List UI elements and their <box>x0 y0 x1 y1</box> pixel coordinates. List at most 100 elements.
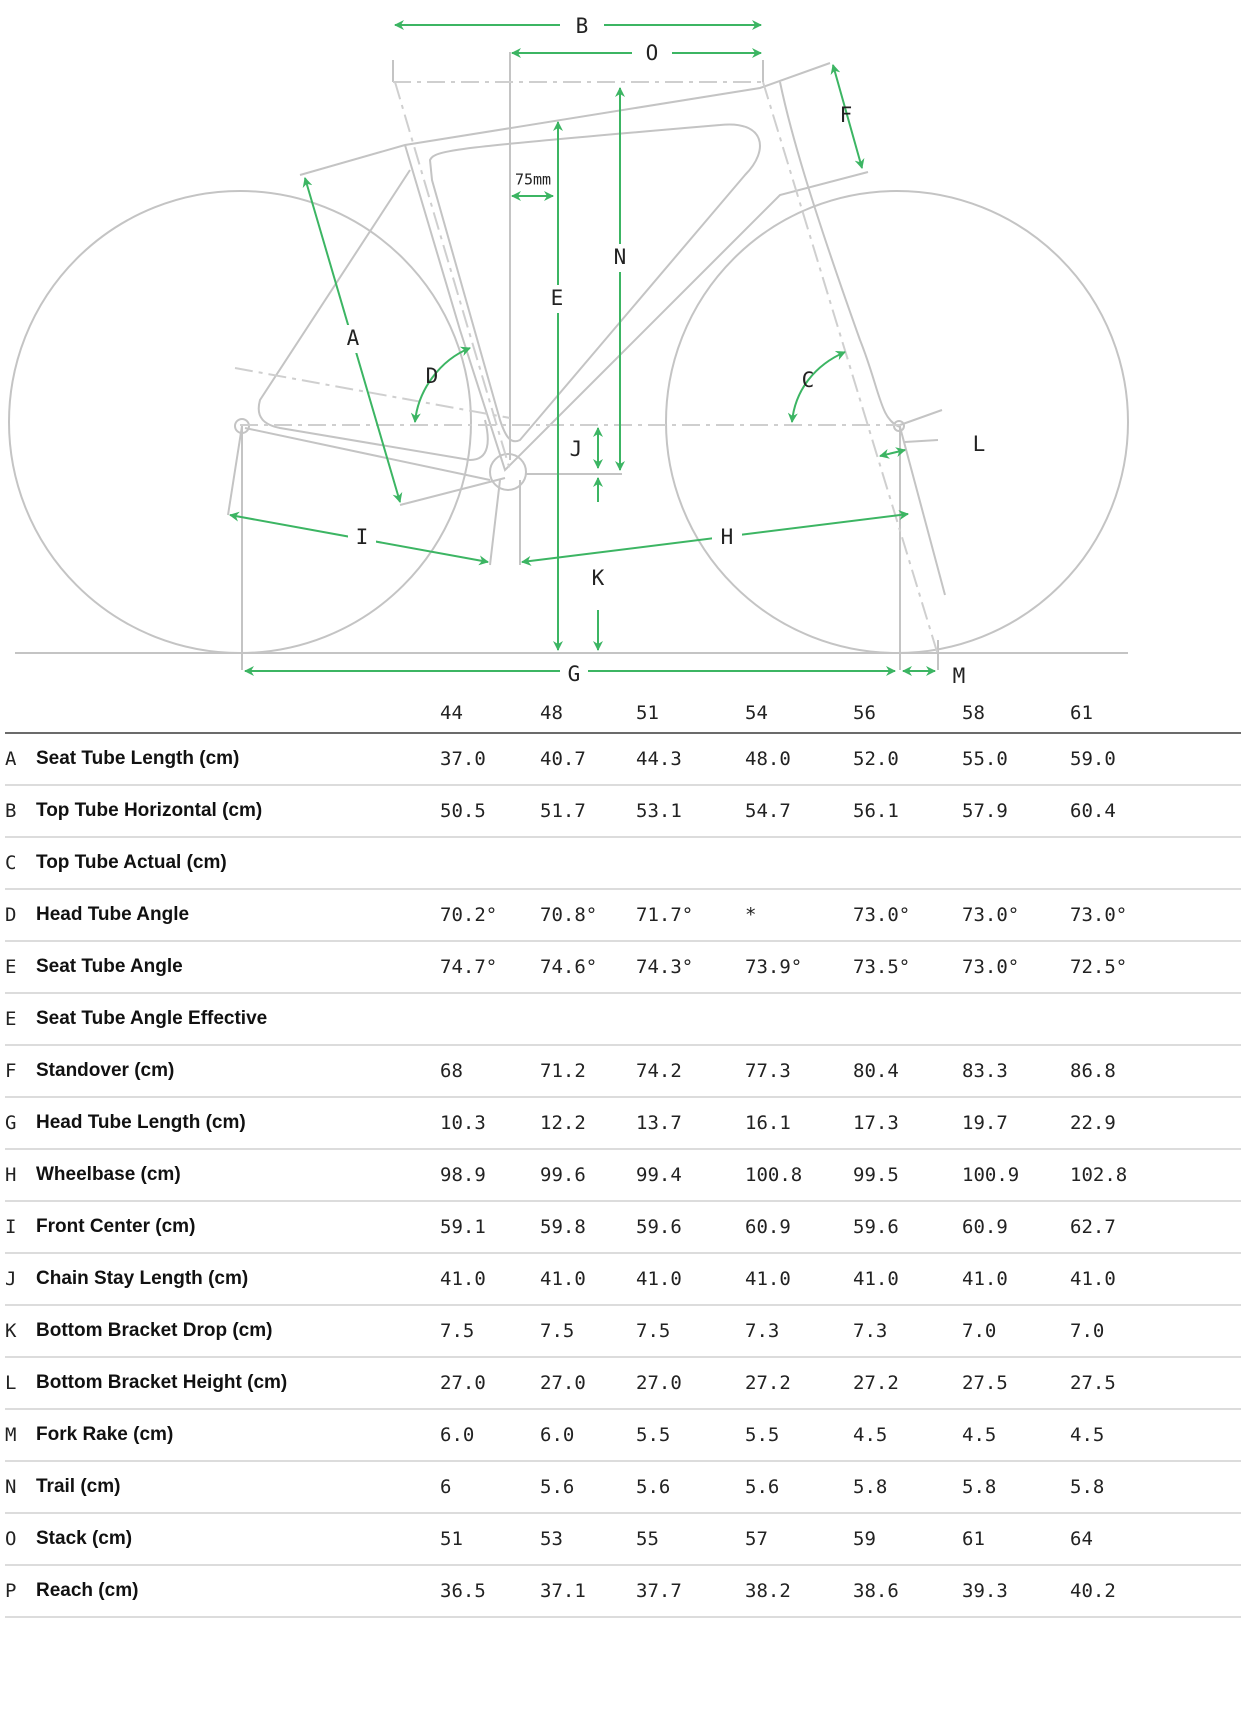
row-value: 73.0° <box>1070 904 1128 926</box>
label-n: N <box>614 245 627 269</box>
row-value: 37.7 <box>636 1580 682 1602</box>
row-label: Seat Tube Angle <box>36 956 183 977</box>
row-value: 99.6 <box>540 1164 586 1186</box>
row-value: 60.9 <box>962 1216 1008 1238</box>
row-letter: F <box>5 1060 17 1082</box>
row-label: Front Center (cm) <box>36 1216 196 1237</box>
row-value: 52.0 <box>853 748 899 770</box>
table-row: K Bottom Bracket Drop (cm) 7.5 7.5 7.5 7.3 7.3… <box>5 1306 1241 1358</box>
table-row: L Bottom Bracket Height (cm) 27.0 27.0 27.0 2… <box>5 1358 1241 1410</box>
row-label: Standover (cm) <box>36 1060 175 1081</box>
dimension-arrows <box>229 20 936 676</box>
table-row: E Seat Tube Angle 74.7° 74.6° 74.3° 73.9° 73.5… <box>5 942 1241 994</box>
row-value: 59.6 <box>853 1216 899 1238</box>
size-header: 56 <box>853 702 876 724</box>
row-value: 7.5 <box>540 1320 575 1342</box>
row-value: 48.0 <box>745 748 791 770</box>
row-value: 27.0 <box>440 1372 486 1394</box>
row-value: 51.7 <box>540 800 586 822</box>
row-value: 68 <box>440 1060 463 1082</box>
bike-geometry-diagram: B O F 75mm N E A D C L J I H K G M <box>8 12 1129 688</box>
row-value: 38.2 <box>745 1580 791 1602</box>
row-value: 55.0 <box>962 748 1008 770</box>
row-value: 6.0 <box>440 1424 475 1446</box>
row-value: 73.0° <box>962 904 1020 926</box>
row-letter: E <box>5 956 17 978</box>
seat-stay <box>257 169 489 462</box>
row-value: 27.2 <box>745 1372 791 1394</box>
row-letter: E <box>5 1008 17 1030</box>
row-value: 36.5 <box>440 1580 486 1602</box>
row-label: Fork Rake (cm) <box>36 1424 174 1445</box>
row-value: 5.5 <box>636 1424 671 1446</box>
row-label: Wheelbase (cm) <box>36 1164 181 1185</box>
row-value: 74.7° <box>440 956 498 978</box>
row-value: 70.8° <box>540 904 598 926</box>
row-value: 7.5 <box>636 1320 671 1342</box>
row-value: 5.8 <box>853 1476 888 1498</box>
row-value: 27.0 <box>636 1372 682 1394</box>
row-value: 41.0 <box>440 1268 486 1290</box>
label-d: D <box>426 364 439 388</box>
row-value: 100.9 <box>962 1164 1020 1186</box>
bottom-bracket <box>489 453 527 491</box>
dimension-labels: B O F 75mm N E A D C L J I H K G M <box>340 12 985 688</box>
row-value: 72.5° <box>1070 956 1128 978</box>
size-header: 61 <box>1070 702 1093 724</box>
row-letter: O <box>5 1528 17 1550</box>
row-value: 59.6 <box>636 1216 682 1238</box>
size-header: 48 <box>540 702 563 724</box>
reference-lines <box>227 52 943 670</box>
row-value: 22.9 <box>1070 1112 1116 1134</box>
row-value: 41.0 <box>853 1268 899 1290</box>
row-value: 41.0 <box>962 1268 1008 1290</box>
row-value: 39.3 <box>962 1580 1008 1602</box>
row-value: 61 <box>962 1528 985 1550</box>
row-label: Trail (cm) <box>36 1476 121 1497</box>
row-value: 62.7 <box>1070 1216 1116 1238</box>
row-value: 5.8 <box>962 1476 997 1498</box>
row-value: 83.3 <box>962 1060 1008 1082</box>
row-value: 40.2 <box>1070 1580 1116 1602</box>
row-value: 6 <box>440 1476 452 1498</box>
table-row: H Wheelbase (cm) 98.9 99.6 99.4 100.8 99.5 100.… <box>5 1150 1241 1202</box>
row-letter: D <box>5 904 17 926</box>
row-value: 37.1 <box>540 1580 586 1602</box>
row-value: 59.1 <box>440 1216 486 1238</box>
table-row: I Front Center (cm) 59.1 59.8 59.6 60.9 59.6 60… <box>5 1202 1241 1254</box>
label-a: A <box>347 326 360 350</box>
row-letter: L <box>5 1372 17 1394</box>
size-header: 58 <box>962 702 985 724</box>
row-value: 73.5° <box>853 956 911 978</box>
row-value: 70.2° <box>440 904 498 926</box>
row-value: 7.3 <box>745 1320 780 1342</box>
row-letter: H <box>5 1164 17 1186</box>
row-value: 60.9 <box>745 1216 791 1238</box>
top-tube <box>299 62 831 176</box>
row-value: 99.4 <box>636 1164 682 1186</box>
row-value: 55 <box>636 1528 659 1550</box>
table-row: E Seat Tube Angle Effective <box>5 994 1241 1046</box>
row-value: 38.6 <box>853 1580 899 1602</box>
seat-tube-axis <box>394 81 511 471</box>
row-value: 44.3 <box>636 748 682 770</box>
label-k: K <box>592 566 605 590</box>
row-value: 74.2 <box>636 1060 682 1082</box>
row-letter: B <box>5 800 17 822</box>
row-label: Head Tube Angle <box>36 904 190 925</box>
label-i: I <box>356 525 369 549</box>
row-value: 60.4 <box>1070 800 1116 822</box>
row-value: 41.0 <box>1070 1268 1116 1290</box>
row-value: 54.7 <box>745 800 791 822</box>
row-value: 16.1 <box>745 1112 791 1134</box>
table-row: O Stack (cm) 51 53 55 57 59 61 64 <box>5 1514 1241 1566</box>
row-label: Bottom Bracket Height (cm) <box>36 1372 288 1393</box>
fork <box>779 81 946 596</box>
row-value: 5.5 <box>745 1424 780 1446</box>
row-value: 59.8 <box>540 1216 586 1238</box>
geometry-rows: A Seat Tube Length (cm) 37.0 40.7 44.3 48.0 52… <box>5 734 1241 1618</box>
row-value: 17.3 <box>853 1112 899 1134</box>
row-value: 102.8 <box>1070 1164 1128 1186</box>
row-label: Head Tube Length (cm) <box>36 1112 246 1133</box>
geometry-table: 44 48 51 54 56 58 61 A Seat Tube Length (cm) 37.… <box>5 690 1241 1618</box>
